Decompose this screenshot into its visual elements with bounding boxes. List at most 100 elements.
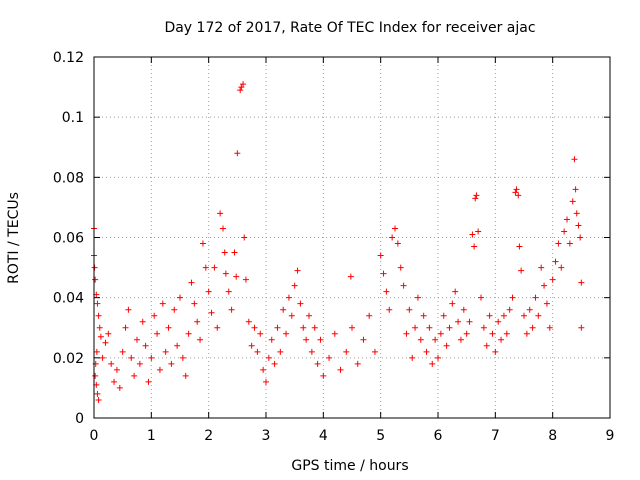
data-point xyxy=(245,318,252,325)
data-point xyxy=(263,378,269,385)
x-tick-label: 6 xyxy=(434,428,443,444)
data-point xyxy=(136,360,143,367)
data-point xyxy=(320,372,327,379)
data-point xyxy=(483,342,490,349)
data-point xyxy=(578,324,585,331)
y-tick-label: 0.06 xyxy=(53,231,84,247)
data-point xyxy=(174,342,181,349)
data-point xyxy=(515,192,522,199)
y-axis-label: ROTI / TECUs xyxy=(6,192,22,284)
x-tick-label: 4 xyxy=(319,428,328,444)
data-point xyxy=(414,294,421,301)
data-point xyxy=(538,264,545,271)
data-point xyxy=(541,282,548,289)
data-point xyxy=(577,234,584,241)
data-point xyxy=(234,150,241,157)
data-point xyxy=(440,312,447,319)
data-point xyxy=(489,330,496,337)
data-point xyxy=(443,342,450,349)
data-point xyxy=(343,348,350,355)
data-point xyxy=(285,294,292,301)
y-tick-label: 0.08 xyxy=(53,170,84,186)
data-point xyxy=(403,330,410,337)
axis-ticks xyxy=(93,56,611,419)
data-point xyxy=(254,348,261,355)
data-point xyxy=(469,231,476,238)
y-tick-label: 0.12 xyxy=(53,50,84,66)
data-point xyxy=(211,264,218,271)
data-point xyxy=(377,252,384,259)
data-point xyxy=(392,225,398,232)
data-point xyxy=(492,348,499,355)
data-point xyxy=(162,348,169,355)
data-point xyxy=(472,195,479,202)
data-point xyxy=(311,324,318,331)
data-point xyxy=(572,186,579,193)
data-point xyxy=(429,360,436,367)
data-point xyxy=(523,330,530,337)
data-point xyxy=(221,249,228,256)
data-point xyxy=(303,336,310,343)
data-point xyxy=(251,324,258,331)
data-point xyxy=(466,318,473,325)
y-tick-label: 0 xyxy=(75,411,84,427)
data-point xyxy=(199,240,206,247)
data-point xyxy=(337,366,344,373)
data-point xyxy=(564,216,570,223)
data-point xyxy=(240,81,247,88)
data-point xyxy=(506,306,513,313)
data-point xyxy=(94,390,101,397)
chart-title: Day 172 of 2017, Rate Of TEC Index for r… xyxy=(164,20,535,36)
data-point xyxy=(145,378,152,385)
x-tick-label: 8 xyxy=(548,428,557,444)
data-point xyxy=(394,240,401,247)
data-point xyxy=(277,348,284,355)
data-point xyxy=(366,312,373,319)
data-point xyxy=(142,342,149,349)
data-point xyxy=(139,318,146,325)
data-point xyxy=(569,198,576,205)
data-point xyxy=(521,312,527,319)
data-point xyxy=(573,210,580,217)
data-point xyxy=(435,354,441,361)
data-point xyxy=(241,234,248,241)
data-point xyxy=(93,348,100,355)
data-point xyxy=(532,294,539,301)
data-point xyxy=(549,276,556,283)
data-point xyxy=(546,324,553,331)
x-tick-label: 3 xyxy=(262,428,271,444)
data-point xyxy=(389,234,396,241)
data-point xyxy=(503,330,510,337)
data-point xyxy=(202,264,209,271)
data-point xyxy=(102,339,109,346)
data-point xyxy=(449,300,456,307)
data-point xyxy=(288,312,295,319)
data-point xyxy=(131,372,138,379)
data-point xyxy=(95,312,102,319)
y-tick-label: 0.1 xyxy=(62,110,84,126)
data-point xyxy=(552,258,559,265)
data-point xyxy=(248,342,255,349)
data-point xyxy=(561,228,568,235)
data-point xyxy=(214,324,221,331)
data-point xyxy=(291,282,298,289)
data-point xyxy=(105,330,112,337)
data-point xyxy=(349,324,355,331)
x-tick-label: 0 xyxy=(90,428,99,444)
data-point xyxy=(268,336,275,343)
data-point xyxy=(179,354,186,361)
data-point xyxy=(386,306,393,313)
data-point xyxy=(412,324,419,331)
data-point xyxy=(354,360,361,367)
data-point xyxy=(154,330,161,337)
data-point xyxy=(566,240,573,247)
data-point xyxy=(480,324,487,331)
data-point xyxy=(555,240,562,247)
data-point xyxy=(314,360,321,367)
data-point xyxy=(260,366,267,373)
data-point xyxy=(280,306,287,313)
data-point xyxy=(446,324,453,331)
data-point xyxy=(558,264,565,271)
data-point xyxy=(125,306,132,313)
data-point xyxy=(119,348,126,355)
